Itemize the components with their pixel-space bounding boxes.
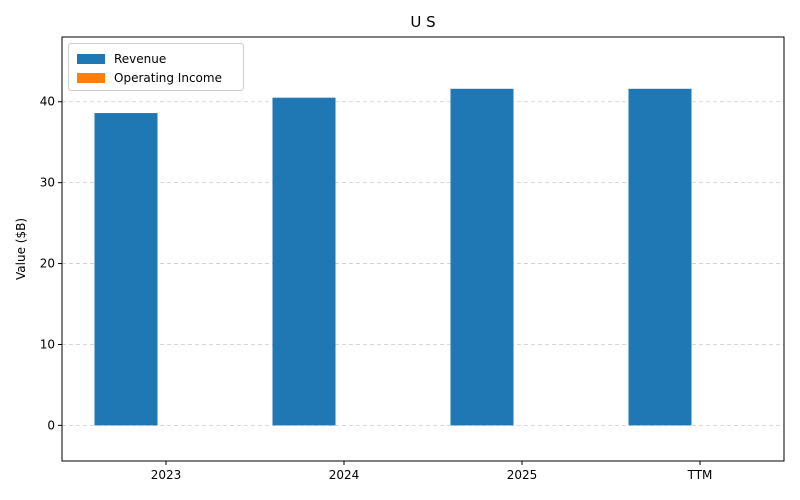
legend-swatch-operating-income — [77, 73, 105, 83]
chart-title: U S — [410, 13, 436, 31]
bar-revenue-ttm — [628, 88, 692, 426]
bar-revenue-2025 — [450, 88, 514, 426]
legend-swatch-revenue — [77, 54, 105, 64]
x-tick-label-2025: 2025 — [507, 468, 538, 482]
plot-frame — [61, 36, 785, 462]
y-tick-label-0: 0 — [47, 418, 55, 432]
x-tick-label-ttm: TTM — [687, 468, 713, 482]
legend-item-revenue: Revenue — [77, 51, 166, 67]
x-tick-label-2023: 2023 — [151, 468, 182, 482]
legend-label-revenue: Revenue — [114, 52, 167, 66]
y-tick-label-30: 30 — [40, 176, 55, 190]
bar-revenue-2024 — [272, 97, 336, 426]
y-tick-label-40: 40 — [40, 95, 55, 109]
legend-label-operating-income: Operating Income — [114, 71, 222, 85]
legend: Revenue Operating Income — [68, 43, 244, 91]
x-tick-label-2024: 2024 — [329, 468, 360, 482]
bar-revenue-2023 — [94, 113, 158, 426]
y-tick-label-10: 10 — [40, 337, 55, 351]
y-tick-label-20: 20 — [40, 257, 55, 271]
legend-item-operating-income: Operating Income — [77, 70, 222, 86]
